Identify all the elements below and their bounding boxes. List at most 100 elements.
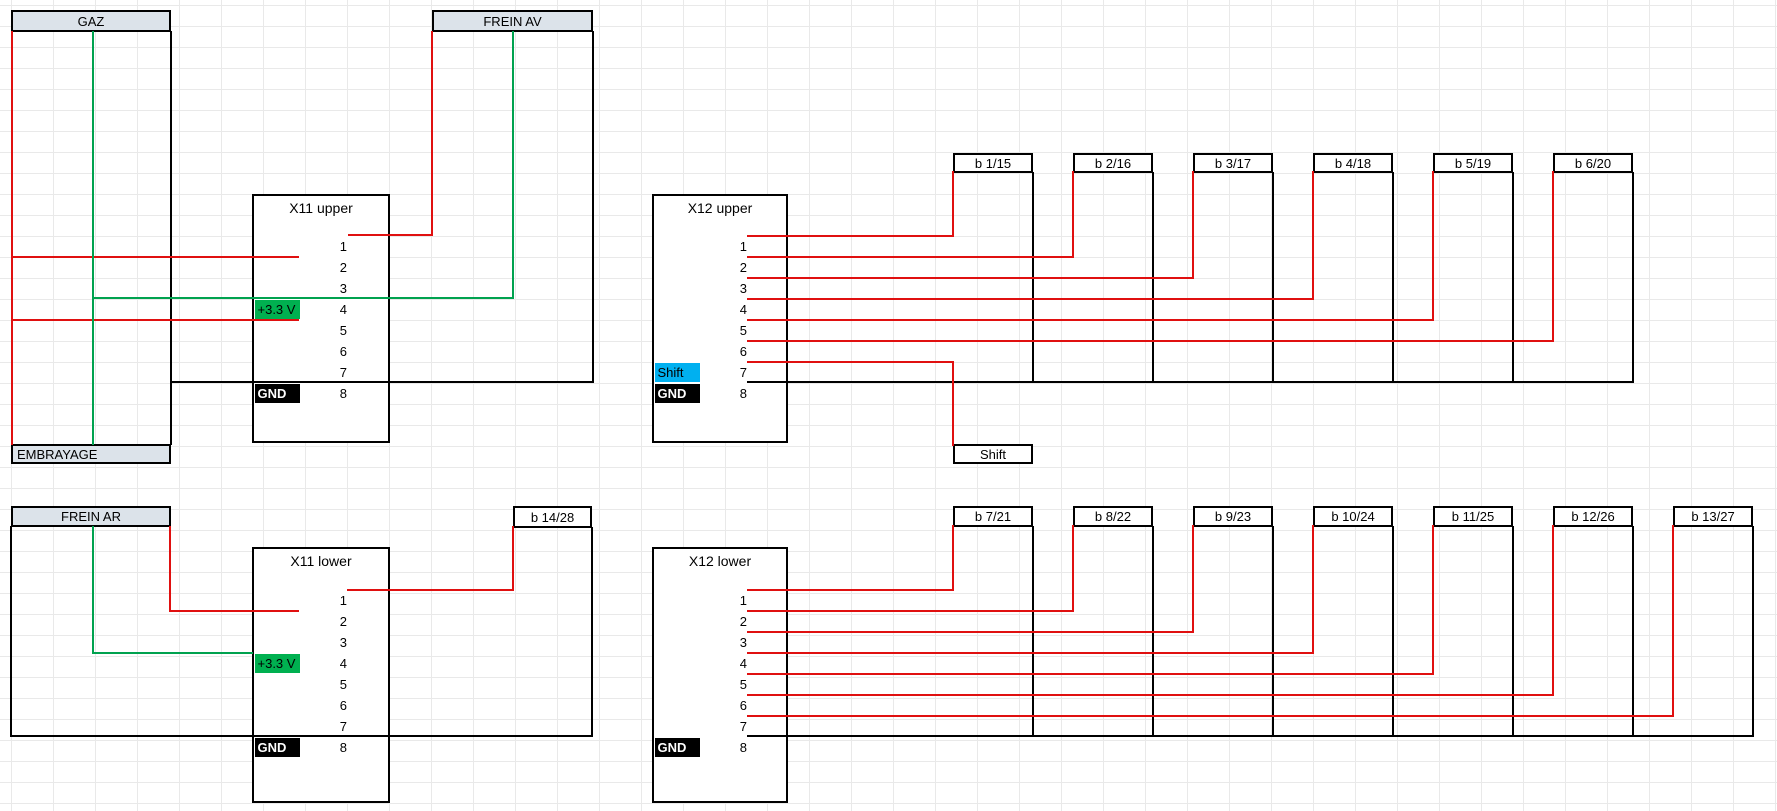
terminal-box-shift-box: Shift	[953, 444, 1033, 464]
terminal-box-b-14-28: b 14/28	[513, 506, 592, 528]
pin-x12-upper-3: 3	[739, 281, 747, 296]
pin-x12-lower-7: 7	[739, 719, 747, 734]
pin-label-x11-lower-ground: GND	[254, 738, 300, 757]
terminal-label-b-6-20: b 6/20	[1574, 155, 1612, 171]
red-wire	[951, 524, 955, 592]
black-line	[1511, 525, 1515, 738]
terminal-box-b-7-21: b 7/21	[953, 506, 1033, 527]
pin-x12-lower-8: 8	[739, 740, 747, 755]
terminal-label-b-14-28: b 14/28	[530, 509, 575, 525]
pin-x12-lower-6: 6	[739, 698, 747, 713]
terminal-box-b-10-24: b 10/24	[1313, 506, 1393, 527]
black-line	[1391, 171, 1395, 384]
terminal-box-b-1-15: b 1/15	[953, 153, 1033, 173]
terminal-box-b-5-19: b 5/19	[1433, 153, 1513, 173]
black-line	[746, 734, 1755, 738]
pin-label-x11-lower-power: +3.3 V	[254, 654, 300, 673]
red-wire	[1191, 524, 1195, 634]
pin-label-x11-upper-ground: GND	[254, 384, 300, 403]
red-wire	[746, 339, 1555, 343]
red-wire	[347, 233, 434, 237]
terminal-label-b-5-19: b 5/19	[1454, 155, 1492, 171]
green-wire	[91, 651, 254, 655]
pin-x11-upper-6: 6	[339, 344, 347, 359]
header-bar-frein-ar: FREIN AR	[11, 506, 171, 527]
terminal-box-b-11-25: b 11/25	[1433, 506, 1513, 527]
terminal-label-b-1-15: b 1/15	[974, 155, 1012, 171]
black-line	[169, 380, 595, 384]
red-wire	[1551, 524, 1555, 697]
pin-x12-lower-4: 4	[739, 656, 747, 671]
pin-x11-upper-5: 5	[339, 323, 347, 338]
red-wire	[10, 255, 300, 259]
pin-label-x12-lower-ground: GND	[654, 738, 700, 757]
pin-label-x11-upper-power: +3.3 V	[254, 300, 300, 319]
pin-x12-upper-5: 5	[739, 323, 747, 338]
red-wire	[168, 525, 172, 613]
black-line	[746, 380, 1635, 384]
black-line	[169, 30, 173, 446]
black-line	[9, 734, 594, 738]
terminal-label-b-7-21: b 7/21	[974, 509, 1012, 524]
red-wire	[1311, 524, 1315, 655]
pin-x12-upper-8: 8	[739, 386, 747, 401]
connector-title-x11-upper: X11 upper	[289, 200, 353, 216]
pin-x11-lower-2: 2	[339, 614, 347, 629]
connector-title-x11-lower: X11 lower	[290, 553, 352, 569]
pin-x12-lower-2: 2	[739, 614, 747, 629]
red-wire	[10, 318, 300, 322]
red-wire	[746, 255, 1075, 259]
connector-title-x12-upper: X12 upper	[687, 200, 753, 216]
terminal-box-b-3-17: b 3/17	[1193, 153, 1273, 173]
pin-x11-lower-4: 4	[339, 656, 347, 671]
pin-x11-upper-1: 1	[339, 239, 347, 254]
terminal-box-b-2-16: b 2/16	[1073, 153, 1153, 173]
black-line	[1271, 525, 1275, 738]
red-wire	[430, 30, 434, 237]
pin-x12-lower-1: 1	[739, 593, 747, 608]
terminal-label-b-4-18: b 4/18	[1334, 155, 1372, 171]
pin-x12-upper-7: 7	[739, 365, 747, 380]
red-wire	[511, 525, 515, 592]
terminal-label-b-2-16: b 2/16	[1094, 155, 1132, 171]
red-wire	[746, 234, 955, 238]
red-wire	[1191, 170, 1195, 280]
red-wire	[746, 276, 1195, 280]
black-line	[1271, 171, 1275, 384]
red-wire	[168, 609, 300, 613]
black-line	[590, 526, 594, 738]
terminal-box-b-12-26: b 12/26	[1553, 506, 1633, 527]
terminal-label-b-13-27: b 13/27	[1691, 509, 1735, 524]
red-wire	[1671, 524, 1675, 718]
red-wire	[746, 297, 1315, 301]
pin-x11-lower-8: 8	[339, 740, 347, 755]
black-line	[9, 525, 13, 738]
pin-x12-upper-2: 2	[739, 260, 747, 275]
terminal-label-b-3-17: b 3/17	[1214, 155, 1252, 171]
red-wire	[1311, 170, 1315, 301]
red-wire	[746, 630, 1195, 634]
red-wire	[1071, 170, 1075, 259]
terminal-label-b-8-22: b 8/22	[1094, 509, 1132, 524]
pin-x11-upper-3: 3	[339, 281, 347, 296]
red-wire	[746, 693, 1555, 697]
header-label-embrayage: EMBRAYAGE	[17, 446, 98, 462]
header-label-frein-av: FREIN AV	[483, 13, 542, 29]
pin-x11-lower-3: 3	[339, 635, 347, 650]
pin-label-x12-upper-ground: GND	[654, 384, 700, 403]
red-wire	[746, 651, 1315, 655]
red-wire	[1431, 524, 1435, 676]
red-wire	[746, 609, 1075, 613]
header-bar-frein-av: FREIN AV	[432, 10, 593, 32]
pin-x11-lower-5: 5	[339, 677, 347, 692]
red-wire	[746, 714, 1675, 718]
green-wire	[91, 525, 95, 655]
pin-x11-lower-6: 6	[339, 698, 347, 713]
pin-x12-upper-6: 6	[739, 344, 747, 359]
green-wire	[91, 296, 515, 300]
pin-x11-upper-7: 7	[339, 365, 347, 380]
pin-x12-lower-3: 3	[739, 635, 747, 650]
terminal-box-b-4-18: b 4/18	[1313, 153, 1393, 173]
pin-x12-lower-5: 5	[739, 677, 747, 692]
connector-title-x12-lower: X12 lower	[688, 553, 752, 569]
